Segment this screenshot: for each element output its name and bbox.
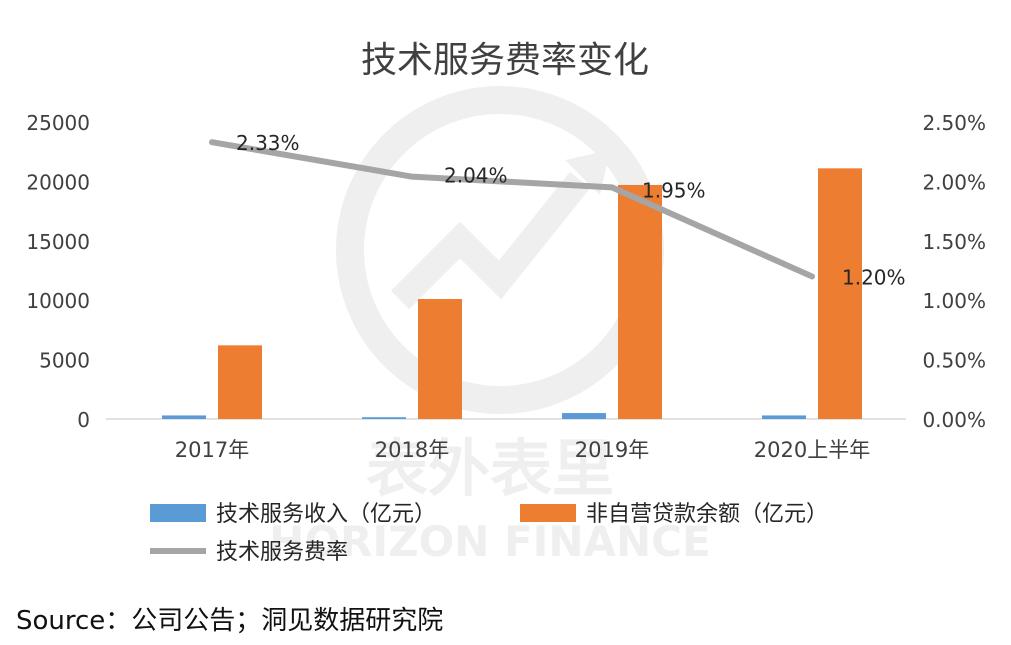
watermark-en: HORIZON FINANCE	[269, 517, 710, 566]
legend-swatch-loan	[520, 504, 576, 522]
right-tick-label: 0.00%	[922, 408, 986, 432]
income-bar	[762, 415, 806, 419]
watermark-cn: 表外表里	[366, 432, 614, 505]
left-tick-label: 10000	[26, 289, 90, 313]
x-tick-label: 2017年	[175, 438, 249, 462]
x-axis-labels: 2017年 2018年 2019年 2020上半年	[175, 438, 870, 462]
rate-data-label: 1.95%	[642, 178, 706, 202]
right-tick-label: 1.50%	[922, 230, 986, 254]
loan-bar	[818, 168, 862, 419]
left-tick-label: 15000	[26, 230, 90, 254]
left-tick-label: 5000	[39, 349, 90, 373]
right-tick-label: 1.00%	[922, 289, 986, 313]
rate-data-label: 2.04%	[444, 164, 508, 188]
loan-bar	[618, 184, 662, 419]
income-bar	[162, 415, 206, 419]
rate-line-layer	[209, 139, 815, 280]
right-tick-label: 0.50%	[922, 349, 986, 373]
left-tick-label: 25000	[26, 111, 90, 135]
rate-line	[209, 139, 815, 280]
data-labels: 2.33% 2.04% 1.95% 1.20%	[236, 131, 906, 289]
legend-swatch-income	[150, 504, 206, 522]
legend-label-loan: 非自营贷款余额（亿元）	[586, 502, 828, 527]
left-tick-label: 20000	[26, 170, 90, 194]
loan-bar	[418, 299, 462, 419]
chart-title: 技术服务费率变化	[361, 40, 649, 81]
legend-label-income: 技术服务收入（亿元）	[216, 502, 436, 527]
loan-bar	[218, 345, 262, 419]
rate-data-label: 1.20%	[842, 265, 906, 289]
right-axis-ticks: 0.00% 0.50% 1.00% 1.50% 2.00% 2.50%	[922, 111, 986, 432]
x-tick-label: 2019年	[575, 438, 649, 462]
right-tick-label: 2.00%	[922, 170, 986, 194]
right-tick-label: 2.50%	[922, 111, 986, 135]
rate-data-label: 2.33%	[236, 131, 300, 155]
chart: 表外表里 HORIZON FINANCE 技术服务费率变化 0 5000 10000…	[26, 40, 986, 566]
legend-label-rate: 技术服务费率	[216, 540, 348, 565]
x-tick-label: 2020上半年	[754, 438, 870, 462]
source-note: Source：公司公告；洞见数据研究院	[16, 606, 444, 636]
left-tick-label: 0	[77, 408, 90, 432]
legend: 技术服务收入（亿元） 非自营贷款余额（亿元） 技术服务费率	[150, 502, 828, 565]
x-tick-label: 2018年	[375, 438, 449, 462]
bars	[162, 168, 862, 419]
income-bar	[362, 417, 406, 419]
income-bar	[562, 413, 606, 419]
left-axis-ticks: 0 5000 10000 15000 20000 25000	[26, 111, 90, 432]
